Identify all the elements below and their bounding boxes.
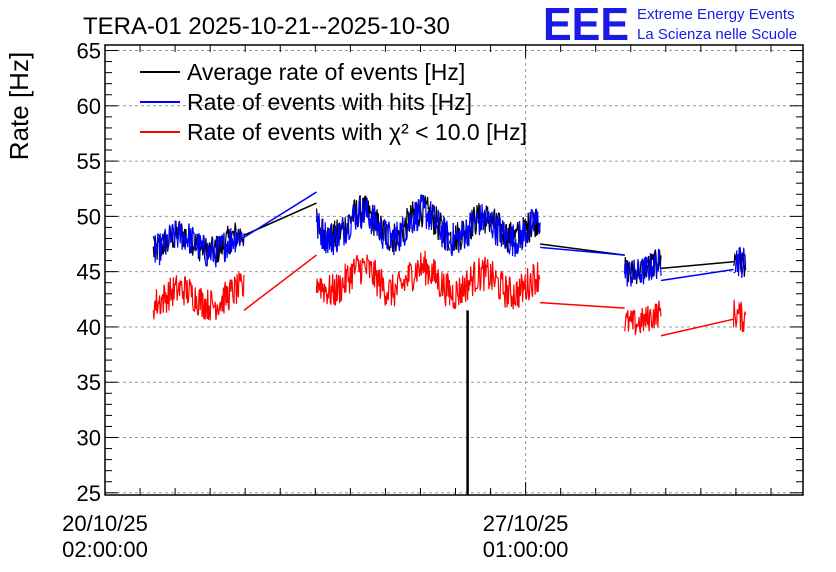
y-tick-label-55: 55 [77,149,101,174]
series-0-connector-2 [660,260,734,270]
plot-frame [104,44,804,496]
y-tick-label-25: 25 [77,481,101,506]
x-tick-label-date-0: 20/10/25 [62,511,148,536]
series-2-segment-3 [624,300,662,336]
series-2-connector-0 [243,254,317,311]
y-axis-label: Rate [Hz] [4,52,34,160]
eee-logo: EEE Extreme Energy Events La Scienza nel… [543,0,797,50]
chart-title: TERA-01 2025-10-21--2025-10-30 [83,13,450,40]
series-1-segment-3 [624,248,662,287]
y-tick-label-50: 50 [77,204,101,229]
series-2 [152,250,747,337]
series-1-segment-2 [448,203,541,257]
y-tick-label-40: 40 [77,315,101,340]
series-2-segment-4 [732,299,747,332]
series-1-segment-4 [733,246,747,278]
series-1-connector-0 [243,191,317,239]
series-2-segment-2 [448,256,541,310]
y-tick-label-65: 65 [77,39,101,64]
logo-line-2: La Scienza nelle Scuole [637,26,797,43]
legend-label-1: Rate of events with hits [Hz] [187,89,472,115]
series-1-segment-0 [152,220,245,268]
series-2-connector-1 [540,301,625,309]
x-tick-label-time-0: 02:00:00 [62,537,148,562]
series-2-segment-1 [315,250,451,307]
y-tick-label-35: 35 [77,370,101,395]
legend-label-0: Average rate of events [Hz] [187,59,465,85]
series-2-segment-0 [152,271,245,321]
series-1-connector-2 [660,268,734,282]
logo-line-1: Extreme Energy Events [637,6,795,23]
series-2-connector-2 [660,318,734,337]
data-series [152,191,747,495]
y-tick-label-30: 30 [77,426,101,451]
x-tick-label-time-1: 01:00:00 [483,537,569,562]
x-tick-label-date-1: 27/10/25 [483,511,569,536]
series-1-connector-1 [540,246,625,256]
legend-label-2: Rate of events with χ² < 10.0 [Hz] [187,119,527,145]
grid [104,45,803,495]
series-1 [152,191,747,287]
y-tick-label-45: 45 [77,260,101,285]
series-1-segment-1 [315,194,451,256]
legend: Average rate of events [Hz] Rate of event… [140,59,527,145]
y-tick-label-60: 60 [77,94,101,119]
logo-letters: EEE [543,0,629,50]
